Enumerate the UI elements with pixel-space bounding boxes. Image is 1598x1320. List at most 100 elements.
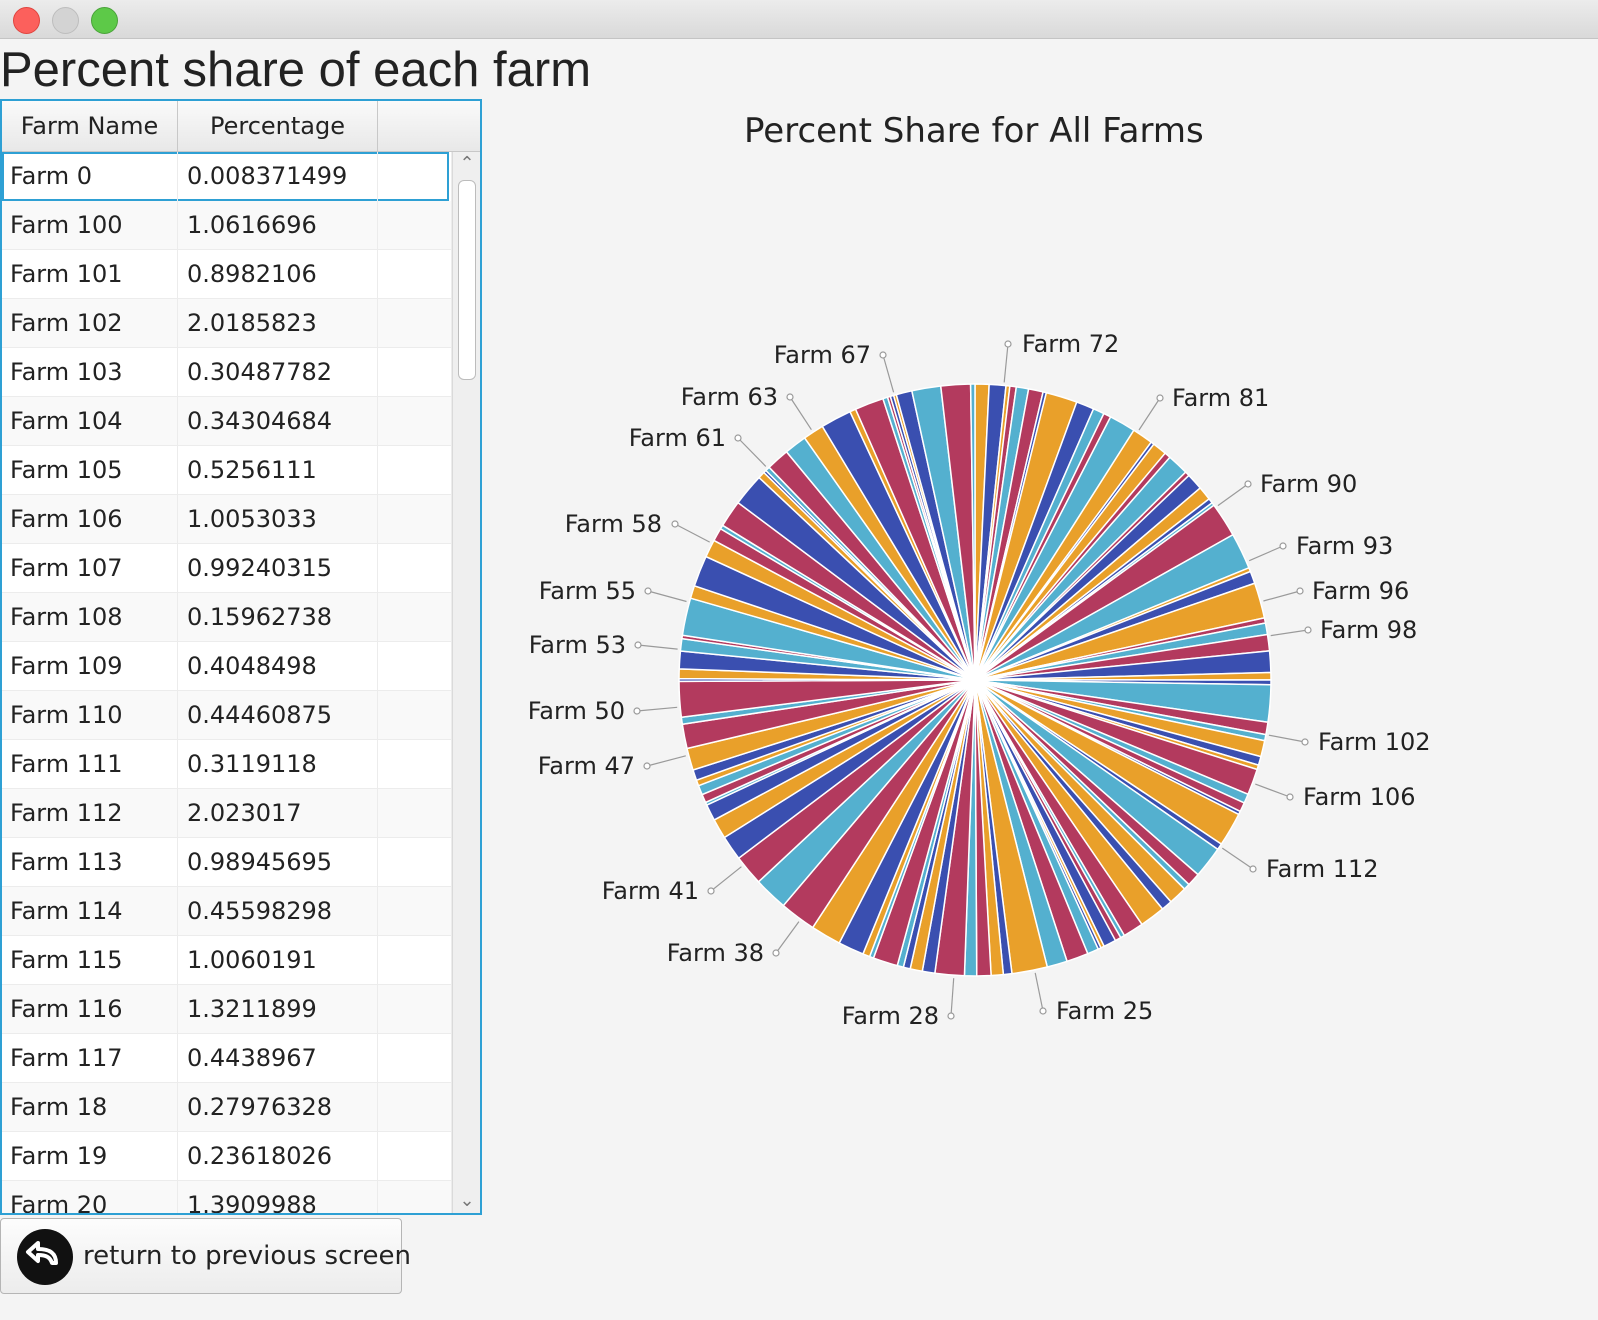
table-row[interactable]: Farm 109 0.4048498 bbox=[2, 642, 452, 691]
farm-name-cell: Farm 101 bbox=[2, 250, 178, 299]
table-row[interactable]: Farm 101 0.8982106 bbox=[2, 250, 452, 299]
percentage-cell: 0.3119118 bbox=[178, 740, 378, 789]
pie-slice-label: Farm 67 bbox=[774, 341, 871, 369]
table-row[interactable]: Farm 108 0.15962738 bbox=[2, 593, 452, 642]
pie-label-marker bbox=[1301, 738, 1309, 746]
percentage-cell: 2.023017 bbox=[178, 789, 378, 838]
pie-slice-label: Farm 38 bbox=[667, 939, 764, 967]
percentage-cell: 2.0185823 bbox=[178, 299, 378, 348]
pie-label-leader bbox=[1034, 972, 1044, 1012]
filler-cell bbox=[378, 495, 452, 544]
table-row[interactable]: Farm 18 0.27976328 bbox=[2, 1083, 452, 1132]
percentage-cell: 0.98945695 bbox=[178, 838, 378, 887]
pie-label-marker bbox=[1244, 480, 1252, 488]
table-row[interactable]: Farm 115 1.0060191 bbox=[2, 936, 452, 985]
farm-name-cell: Farm 106 bbox=[2, 495, 178, 544]
percentage-cell: 0.4438967 bbox=[178, 1034, 378, 1083]
farm-name-cell: Farm 110 bbox=[2, 691, 178, 740]
filler-cell bbox=[378, 152, 452, 201]
percentage-cell: 0.34304684 bbox=[178, 397, 378, 446]
pie-label-leader bbox=[1138, 397, 1161, 431]
pie-slice-label: Farm 96 bbox=[1312, 577, 1409, 605]
pie-slice-label: Farm 98 bbox=[1320, 616, 1417, 644]
percentage-cell: 1.3211899 bbox=[178, 985, 378, 1034]
return-button[interactable]: return to previous screen bbox=[0, 1218, 411, 1294]
pie-label-leader bbox=[1270, 629, 1309, 637]
filler-cell bbox=[378, 299, 452, 348]
farm-name-cell: Farm 107 bbox=[2, 544, 178, 593]
table-row[interactable]: Farm 102 2.0185823 bbox=[2, 299, 452, 348]
table-row[interactable]: Farm 106 1.0053033 bbox=[2, 495, 452, 544]
scrollbar-thumb[interactable] bbox=[458, 180, 476, 380]
table-row[interactable]: Farm 117 0.4438967 bbox=[2, 1034, 452, 1083]
percentage-cell: 0.15962738 bbox=[178, 593, 378, 642]
table-row[interactable]: Farm 104 0.34304684 bbox=[2, 397, 452, 446]
return-button-label: return to previous screen bbox=[83, 1241, 411, 1271]
pie-label-marker bbox=[1286, 793, 1294, 801]
scroll-down-arrow-icon[interactable]: ⌄ bbox=[459, 1190, 475, 1211]
maximize-window-button[interactable] bbox=[91, 7, 118, 34]
pie-label-leader bbox=[646, 755, 686, 767]
pie-slice-label: Farm 81 bbox=[1172, 384, 1269, 412]
table-body: Farm 0 0.008371499 Farm 100 1.0616696 Farm 1… bbox=[2, 152, 452, 1213]
pie-label-marker bbox=[643, 762, 651, 770]
table-row[interactable]: Farm 110 0.44460875 bbox=[2, 691, 452, 740]
percentage-cell: 0.44460875 bbox=[178, 691, 378, 740]
close-window-button[interactable] bbox=[13, 7, 40, 34]
pie-label-leader bbox=[1217, 483, 1249, 507]
filler-cell bbox=[378, 838, 452, 887]
pie-label-marker bbox=[1004, 340, 1012, 348]
table-row[interactable]: Farm 107 0.99240315 bbox=[2, 544, 452, 593]
pie-label-marker bbox=[1279, 542, 1287, 550]
table-row[interactable]: Farm 0 0.008371499 bbox=[2, 152, 452, 201]
column-header-percentage[interactable]: Percentage bbox=[178, 101, 378, 151]
pie-label-marker bbox=[1156, 394, 1164, 402]
filler-cell bbox=[378, 1083, 452, 1132]
pie-label-leader bbox=[1255, 783, 1291, 798]
pie-slice-label: Farm 106 bbox=[1303, 783, 1416, 811]
percentage-cell: 0.45598298 bbox=[178, 887, 378, 936]
table-row[interactable]: Farm 114 0.45598298 bbox=[2, 887, 452, 936]
farm-name-cell: Farm 116 bbox=[2, 985, 178, 1034]
pie-label-marker bbox=[671, 520, 679, 528]
pie-label-marker bbox=[644, 587, 652, 595]
table-row[interactable]: Farm 19 0.23618026 bbox=[2, 1132, 452, 1181]
pie-label-marker bbox=[786, 393, 794, 401]
pie-label-leader bbox=[1221, 847, 1254, 870]
minimize-window-button[interactable] bbox=[52, 7, 79, 34]
farm-name-cell: Farm 0 bbox=[2, 152, 178, 201]
chart-title: Percent Share for All Farms bbox=[744, 111, 1204, 151]
filler-cell bbox=[378, 348, 452, 397]
filler-cell bbox=[378, 446, 452, 495]
farm-name-cell: Farm 113 bbox=[2, 838, 178, 887]
table-row[interactable]: Farm 112 2.023017 bbox=[2, 789, 452, 838]
column-header-farm-name[interactable]: Farm Name bbox=[2, 101, 178, 151]
table-scrollbar[interactable]: ⌃ ⌄ bbox=[452, 152, 480, 1213]
pie-label-marker bbox=[734, 434, 742, 442]
pie-label-leader bbox=[674, 523, 710, 543]
table-row[interactable]: Farm 105 0.5256111 bbox=[2, 446, 452, 495]
table-row[interactable]: Farm 100 1.0616696 bbox=[2, 201, 452, 250]
pie-slice-label: Farm 90 bbox=[1260, 470, 1357, 498]
filler-cell bbox=[378, 1034, 452, 1083]
farm-name-cell: Farm 18 bbox=[2, 1083, 178, 1132]
percentage-cell: 0.30487782 bbox=[178, 348, 378, 397]
table-row[interactable]: Farm 103 0.30487782 bbox=[2, 348, 452, 397]
scroll-up-arrow-icon[interactable]: ⌃ bbox=[459, 153, 475, 174]
pie-slice-label: Farm 72 bbox=[1022, 330, 1119, 358]
farm-share-table[interactable]: Farm Name Percentage Farm 0 0.008371499 Fa… bbox=[0, 99, 482, 1215]
pie-label-leader bbox=[1248, 545, 1284, 562]
farm-name-cell: Farm 102 bbox=[2, 299, 178, 348]
table-row[interactable]: Farm 111 0.3119118 bbox=[2, 740, 452, 789]
percentage-cell: 0.4048498 bbox=[178, 642, 378, 691]
table-row[interactable]: Farm 116 1.3211899 bbox=[2, 985, 452, 1034]
table-row[interactable]: Farm 113 0.98945695 bbox=[2, 838, 452, 887]
pie-label-marker bbox=[1296, 587, 1304, 595]
pie-label-marker bbox=[634, 641, 642, 649]
pie-slice-label: Farm 28 bbox=[842, 1002, 939, 1030]
filler-cell bbox=[378, 887, 452, 936]
table-row[interactable]: Farm 20 1.3909988 bbox=[2, 1181, 452, 1213]
farm-name-cell: Farm 19 bbox=[2, 1132, 178, 1181]
pie-label-leader bbox=[737, 437, 767, 467]
